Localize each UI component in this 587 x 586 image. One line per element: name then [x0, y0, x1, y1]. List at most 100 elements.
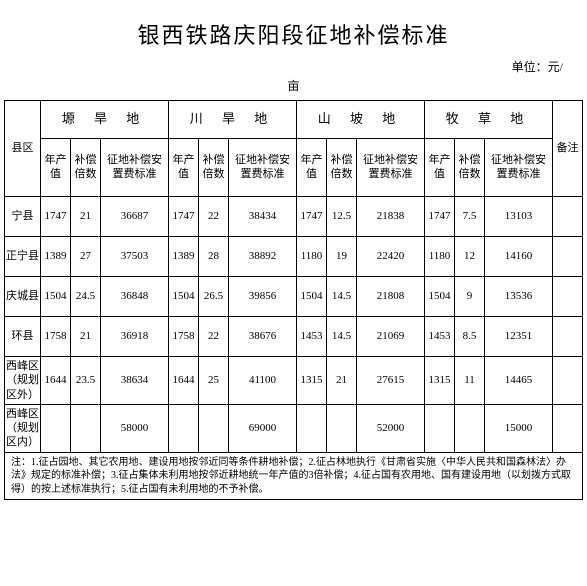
- data-cell: [199, 404, 229, 452]
- data-cell: 26.5: [199, 277, 229, 317]
- data-cell: 1747: [41, 197, 71, 237]
- data-cell: 14.5: [327, 277, 357, 317]
- data-cell: 12: [455, 237, 485, 277]
- data-cell: 21: [71, 197, 101, 237]
- data-cell: 8.5: [455, 317, 485, 357]
- data-cell: 27615: [357, 357, 425, 405]
- subhead: 征地补偿安置费标准: [485, 139, 553, 197]
- county-cell: 宁县: [5, 197, 41, 237]
- data-cell: 1453: [425, 317, 455, 357]
- subhead: 征地补偿安置费标准: [357, 139, 425, 197]
- data-cell: 1644: [41, 357, 71, 405]
- subhead: 补偿倍数: [327, 139, 357, 197]
- data-cell: 22: [199, 197, 229, 237]
- header-group-3: 山 坡 地: [297, 101, 425, 139]
- header-group-4: 牧 草 地: [425, 101, 553, 139]
- data-cell: 36687: [101, 197, 169, 237]
- table-row: 西峰区（规划区外）164423.538634164425411001315212…: [5, 357, 583, 405]
- data-cell: 38676: [229, 317, 297, 357]
- table-row: 庆城县150424.536848150426.539856150414.5218…: [5, 277, 583, 317]
- header-group-1: 塬 旱 地: [41, 101, 169, 139]
- remark-cell: [553, 404, 583, 452]
- data-cell: 13103: [485, 197, 553, 237]
- data-cell: 21808: [357, 277, 425, 317]
- unit-label: 单位：元/: [4, 58, 583, 77]
- subhead: 补偿倍数: [455, 139, 485, 197]
- data-cell: 58000: [101, 404, 169, 452]
- data-cell: [41, 404, 71, 452]
- county-cell: 庆城县: [5, 277, 41, 317]
- data-cell: 21: [71, 317, 101, 357]
- remark-cell: [553, 237, 583, 277]
- data-cell: 38434: [229, 197, 297, 237]
- data-cell: 1504: [169, 277, 199, 317]
- subhead: 年产值: [297, 139, 327, 197]
- data-cell: 1747: [425, 197, 455, 237]
- data-cell: 12351: [485, 317, 553, 357]
- data-cell: 11: [455, 357, 485, 405]
- subhead: 征地补偿安置费标准: [229, 139, 297, 197]
- county-cell: 西峰区（规划区内）: [5, 404, 41, 452]
- data-cell: 1504: [297, 277, 327, 317]
- data-cell: 1758: [169, 317, 199, 357]
- remark-cell: [553, 197, 583, 237]
- header-group-2: 川 旱 地: [169, 101, 297, 139]
- county-cell: 正宁县: [5, 237, 41, 277]
- data-cell: 1180: [425, 237, 455, 277]
- data-cell: 69000: [229, 404, 297, 452]
- data-cell: [425, 404, 455, 452]
- data-cell: [169, 404, 199, 452]
- table-row: 宁县1747213668717472238434174712.521838174…: [5, 197, 583, 237]
- data-cell: 1747: [297, 197, 327, 237]
- data-cell: 1453: [297, 317, 327, 357]
- data-cell: 1504: [425, 277, 455, 317]
- data-cell: 1747: [169, 197, 199, 237]
- data-cell: 23.5: [71, 357, 101, 405]
- data-cell: 14160: [485, 237, 553, 277]
- table-row: 环县1758213691817582238676145314.521069145…: [5, 317, 583, 357]
- subhead: 年产值: [41, 139, 71, 197]
- data-cell: 38634: [101, 357, 169, 405]
- subhead: 征地补偿安置费标准: [101, 139, 169, 197]
- data-cell: 52000: [357, 404, 425, 452]
- footnote: 注：1.征占园地、其它农用地、建设用地按邻近同等条件耕地补偿；2.征占林地执行《…: [5, 452, 583, 500]
- table-row: 西峰区（规划区内） 58000 69000 52000 15000: [5, 404, 583, 452]
- data-cell: 1315: [425, 357, 455, 405]
- table-row: 正宁县1389273750313892838892118019224201180…: [5, 237, 583, 277]
- data-cell: [327, 404, 357, 452]
- data-cell: 15000: [485, 404, 553, 452]
- data-cell: 36918: [101, 317, 169, 357]
- data-cell: 21069: [357, 317, 425, 357]
- data-cell: 39856: [229, 277, 297, 317]
- data-cell: 21838: [357, 197, 425, 237]
- subhead: 年产值: [425, 139, 455, 197]
- data-cell: 14.5: [327, 317, 357, 357]
- page-title: 银西铁路庆阳段征地补偿标准: [4, 0, 583, 58]
- data-cell: 27: [71, 237, 101, 277]
- unit-label2: 亩: [4, 77, 583, 100]
- data-cell: 19: [327, 237, 357, 277]
- data-cell: 1644: [169, 357, 199, 405]
- data-cell: 1315: [297, 357, 327, 405]
- data-cell: 1389: [41, 237, 71, 277]
- data-cell: [71, 404, 101, 452]
- data-cell: 24.5: [71, 277, 101, 317]
- data-cell: 13536: [485, 277, 553, 317]
- subhead: 补偿倍数: [71, 139, 101, 197]
- remark-cell: [553, 357, 583, 405]
- data-cell: 28: [199, 237, 229, 277]
- data-cell: 36848: [101, 277, 169, 317]
- county-cell: 环县: [5, 317, 41, 357]
- data-cell: 12.5: [327, 197, 357, 237]
- remark-cell: [553, 317, 583, 357]
- remark-cell: [553, 277, 583, 317]
- header-county: 县区: [5, 101, 41, 197]
- county-cell: 西峰区（规划区外）: [5, 357, 41, 405]
- data-cell: 9: [455, 277, 485, 317]
- data-cell: 1504: [41, 277, 71, 317]
- data-cell: 38892: [229, 237, 297, 277]
- data-cell: 25: [199, 357, 229, 405]
- data-cell: 1389: [169, 237, 199, 277]
- data-cell: 1758: [41, 317, 71, 357]
- data-cell: 41100: [229, 357, 297, 405]
